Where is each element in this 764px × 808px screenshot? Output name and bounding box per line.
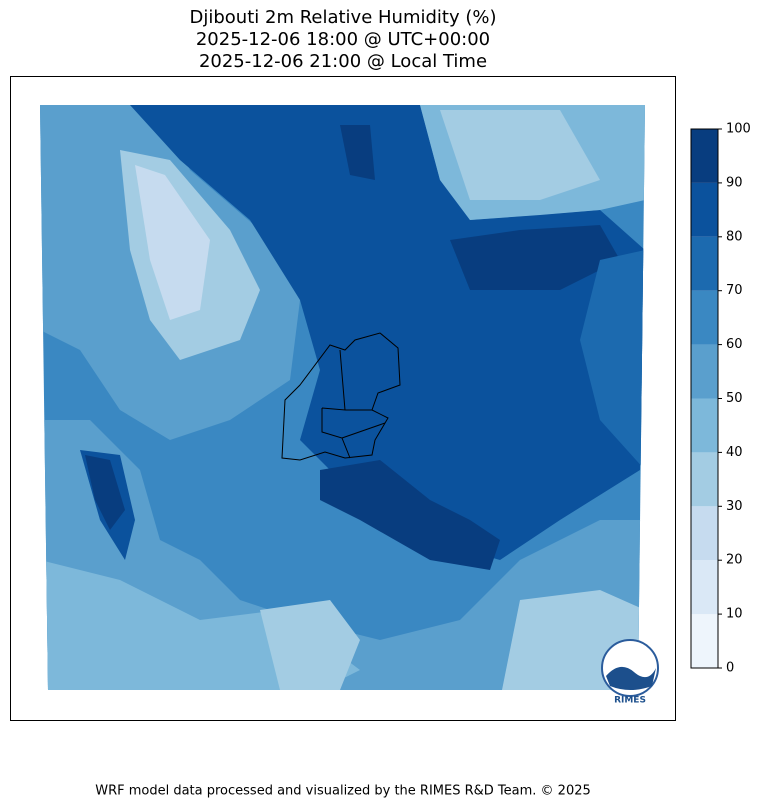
colorbar-tick-label: 10 <box>726 607 743 622</box>
colorbar-tick-label: 40 <box>726 445 743 460</box>
colorbar-tick-label: 20 <box>726 553 743 568</box>
logo-label: RIMES <box>614 696 646 706</box>
map <box>10 76 676 721</box>
title-line: Djibouti 2m Relative Humidity (%) <box>190 7 497 28</box>
colorbar-tick-label: 30 <box>726 499 743 514</box>
colorbar-segment <box>691 398 718 453</box>
colorbar-tick-label: 100 <box>726 122 751 137</box>
colorbar-segment <box>691 614 718 668</box>
colorbar: 0 10 20 30 40 50 60 70 80 90 100 <box>690 122 751 676</box>
colorbar-segment <box>691 452 718 507</box>
colorbar-tick-label: 70 <box>726 283 743 298</box>
colorbar-segment <box>691 290 718 345</box>
colorbar-segment <box>691 344 718 399</box>
title-line: 2025-12-06 21:00 @ Local Time <box>199 51 487 72</box>
colorbar-tick-label: 0 <box>726 661 734 676</box>
colorbar-tick-label: 80 <box>726 229 743 244</box>
colorbar-segment <box>691 129 718 183</box>
colorbar-segment <box>691 182 718 237</box>
colorbar-tick-label: 90 <box>726 175 743 190</box>
logo: RIMES <box>601 639 659 706</box>
footer: WRF model data processed and visualized … <box>95 784 591 799</box>
colorbar-segment <box>691 236 718 291</box>
colorbar-tick-label: 60 <box>726 337 743 352</box>
colorbar-tick-label: 50 <box>726 391 743 406</box>
colorbar-segment <box>691 506 718 561</box>
title-line: 2025-12-06 18:00 @ UTC+00:00 <box>196 29 490 50</box>
colorbar-segment <box>691 560 718 615</box>
